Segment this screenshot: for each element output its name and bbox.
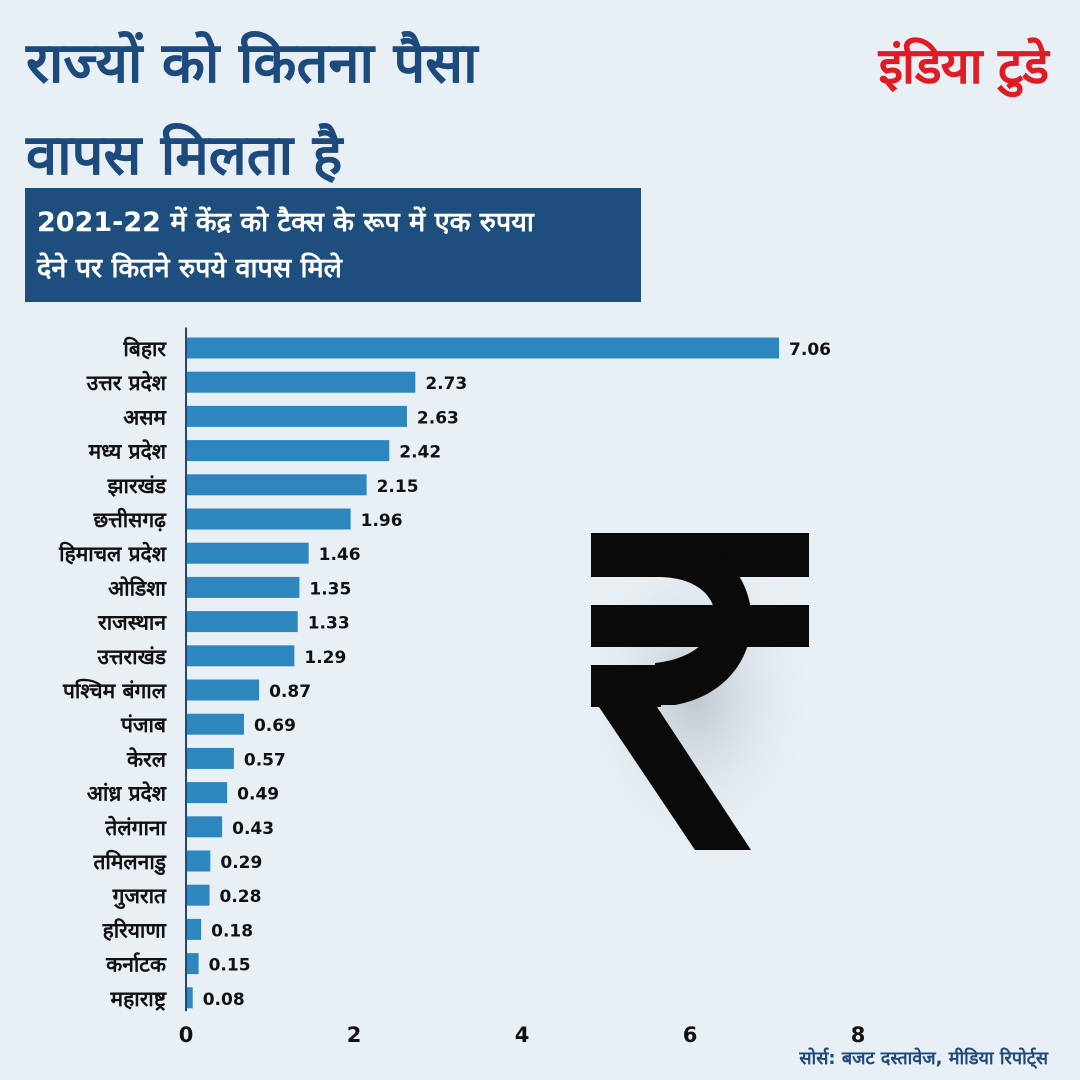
bar bbox=[186, 987, 193, 1009]
category-label: उत्तराखंड bbox=[97, 645, 167, 669]
x-tick-label: 0 bbox=[179, 1023, 194, 1047]
bar bbox=[186, 508, 351, 530]
category-label: महाराष्ट्र bbox=[110, 987, 167, 1011]
x-tick-labels: 0 2 4 6 8 bbox=[179, 1023, 866, 1047]
bar bbox=[186, 679, 260, 701]
bar bbox=[186, 884, 210, 906]
page-title: राज्यों को कितना पैसा वापस मिलता है bbox=[26, 18, 666, 202]
value-label: 2.15 bbox=[377, 477, 419, 497]
x-tick-label: 4 bbox=[515, 1023, 530, 1047]
bar bbox=[186, 576, 300, 598]
category-label: हिमाचल प्रदेश bbox=[58, 541, 167, 566]
value-label: 0.49 bbox=[237, 785, 279, 805]
category-label: छत्तीसगढ़ bbox=[92, 507, 167, 532]
subtitle-box: 2021-22 में केंद्र को टैक्स के रूप में ए… bbox=[25, 188, 641, 302]
category-label: गुजरात bbox=[112, 884, 167, 910]
category-label: राजस्थान bbox=[97, 611, 167, 635]
value-label: 0.18 bbox=[211, 921, 253, 941]
value-label: 2.73 bbox=[425, 374, 467, 394]
value-label: 1.29 bbox=[304, 648, 346, 668]
value-label: 1.46 bbox=[319, 545, 361, 565]
x-tick-label: 2 bbox=[347, 1023, 362, 1047]
value-label: 1.33 bbox=[308, 614, 350, 634]
bar bbox=[186, 953, 199, 975]
category-label: मध्य प्रदेश bbox=[88, 439, 167, 464]
category-label: तमिलनाडु bbox=[92, 849, 166, 876]
value-label: 0.29 bbox=[220, 853, 262, 873]
category-label: आंध्र प्रदेश bbox=[87, 781, 167, 806]
value-label: 0.69 bbox=[254, 716, 296, 736]
bar bbox=[186, 918, 202, 940]
category-label: उत्तर प्रदेश bbox=[86, 370, 167, 395]
category-label: हरियाणा bbox=[102, 917, 168, 942]
category-labels: बिहार उत्तर प्रदेश असम मध्य प्रदेश झारखंड छत्… bbox=[58, 336, 167, 1011]
value-label: 1.96 bbox=[361, 511, 403, 531]
value-label: 0.28 bbox=[220, 887, 262, 907]
category-label: ओडिशा bbox=[108, 575, 167, 600]
value-label: 7.06 bbox=[789, 340, 831, 360]
title-line-2: वापस मिलता है bbox=[26, 123, 343, 188]
source-note: सोर्स: बजट दस्तावेज, मीडिया रिपोर्ट्स bbox=[799, 1048, 1048, 1069]
bar bbox=[186, 337, 780, 359]
x-tick-label: 6 bbox=[683, 1023, 698, 1047]
value-labels: 7.06 2.73 2.63 2.42 2.15 1.961.46 1.35 1.33 1.29… bbox=[203, 340, 831, 1010]
bar bbox=[186, 850, 211, 872]
bar bbox=[186, 542, 309, 564]
category-label: केरल bbox=[126, 746, 167, 771]
bar bbox=[186, 371, 416, 393]
bar bbox=[186, 405, 407, 427]
title-line-1: राज्यों को कितना पैसा bbox=[26, 31, 478, 96]
value-label: 0.15 bbox=[209, 956, 251, 976]
bar bbox=[186, 474, 367, 496]
x-tick-label: 8 bbox=[851, 1023, 866, 1047]
value-label: 2.63 bbox=[417, 408, 459, 428]
bar bbox=[186, 440, 390, 462]
rupee-icon bbox=[585, 520, 815, 865]
category-label: तेलंगाना bbox=[104, 815, 167, 840]
category-label: असम bbox=[123, 405, 167, 429]
subtitle-line-1: 2021-22 में केंद्र को टैक्स के रूप में ए… bbox=[37, 207, 534, 238]
value-label: 0.08 bbox=[203, 990, 245, 1010]
value-label: 0.87 bbox=[269, 682, 311, 702]
bar bbox=[186, 747, 234, 769]
value-label: 2.42 bbox=[399, 443, 441, 463]
subtitle-line-2: देने पर कितने रुपये वापस मिले bbox=[37, 253, 342, 284]
brand-logo: इंडिया टुडे bbox=[878, 37, 1049, 95]
bar bbox=[186, 611, 298, 633]
bar bbox=[186, 645, 295, 667]
category-label: झारखंड bbox=[107, 474, 167, 498]
bar bbox=[186, 713, 244, 735]
bar bbox=[186, 816, 223, 838]
category-label: पश्चिम बंगाल bbox=[62, 678, 167, 703]
bar bbox=[186, 782, 228, 804]
value-label: 0.57 bbox=[244, 750, 286, 770]
category-label: पंजाब bbox=[120, 713, 167, 737]
category-label: बिहार bbox=[122, 336, 167, 361]
category-label: कर्नाटक bbox=[105, 952, 167, 977]
value-label: 0.43 bbox=[232, 819, 274, 839]
bars bbox=[186, 337, 780, 1009]
value-label: 1.35 bbox=[309, 579, 351, 599]
